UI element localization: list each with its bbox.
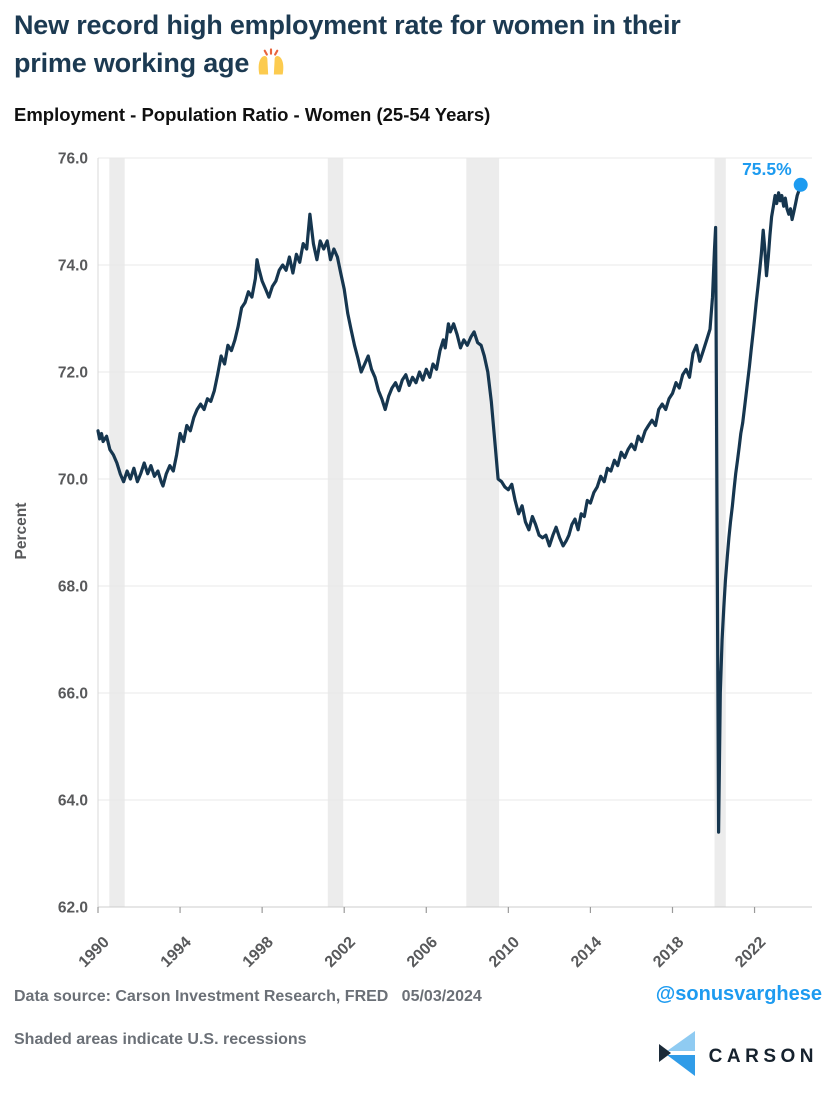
raising-hands-emoji: [256, 48, 286, 76]
gridlines: 62.0 64.0 66.0 68.0 70.0 72.0 74.0 76.0: [58, 151, 812, 917]
carson-logo-text: CARSON: [708, 1045, 818, 1067]
y-axis-title: Percent: [13, 503, 30, 560]
series: 75.5%: [96, 159, 808, 834]
recession-band: [109, 158, 125, 907]
y-tick-label: 72.0: [58, 365, 88, 382]
x-tick-label: 1994: [158, 934, 195, 971]
y-tick-label: 70.0: [58, 472, 88, 489]
series-line: [96, 183, 803, 834]
x-tick-label: 2006: [404, 934, 441, 971]
x-tick-label: 1998: [240, 934, 277, 971]
y-tick-label: 64.0: [58, 793, 88, 810]
author-handle: @sonusvarghese: [655, 983, 822, 1005]
title-line-1: New record high employment rate for wome…: [14, 10, 681, 40]
carson-logo: CARSON: [657, 1030, 818, 1083]
x-tick-label: 1990: [76, 934, 113, 971]
y-tick-label: 62.0: [58, 900, 88, 917]
y-tick-label: 66.0: [58, 686, 88, 703]
last-value-label: 75.5%: [742, 159, 792, 179]
recession-bands: [109, 158, 726, 907]
y-tick-label: 76.0: [58, 151, 88, 168]
carson-logo-icon: [657, 1030, 697, 1083]
recession-band: [714, 158, 726, 907]
title-line-2: prime working age: [14, 44, 820, 82]
axes: 1990 1994 1998 2002 2006 2010 2014 2018 2022: [76, 158, 812, 971]
x-tick-label: 2010: [486, 934, 523, 971]
y-tick-label: 68.0: [58, 579, 88, 596]
last-point-marker: [793, 177, 808, 192]
data-source-text: Data source: Carson Investment Research,…: [14, 988, 482, 1005]
x-tick-label: 2002: [322, 934, 359, 971]
page-title: New record high employment rate for wome…: [14, 6, 820, 82]
x-tick-label: 2014: [568, 934, 605, 971]
x-tick-label: 2022: [732, 934, 769, 971]
recession-band: [466, 158, 500, 907]
y-tick-label: 74.0: [58, 258, 88, 275]
x-tick-label: 2018: [650, 934, 687, 971]
recession-note: Shaded areas indicate U.S. recessions: [14, 1031, 307, 1048]
recession-band: [327, 158, 344, 907]
chart-subtitle: Employment - Population Ratio - Women (2…: [14, 104, 491, 125]
employment-population-chart: 62.064.066.068.070.072.074.076.0 1990 199…: [13, 151, 812, 971]
